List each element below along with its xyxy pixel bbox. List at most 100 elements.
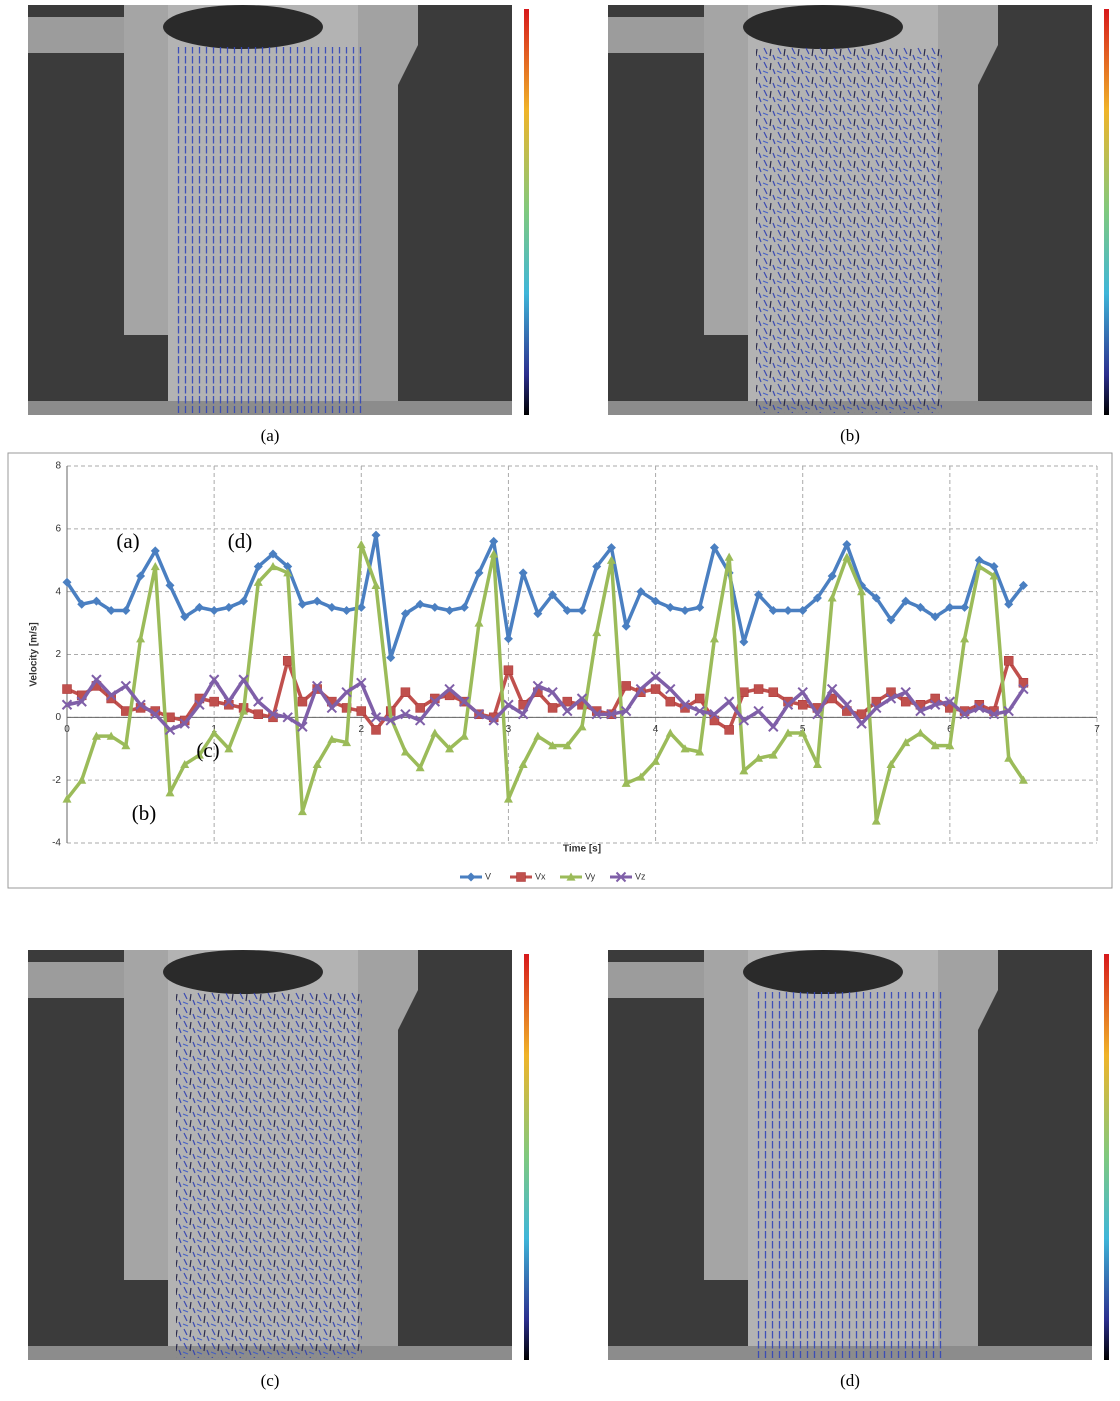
y-tick-label: 2: [55, 649, 61, 660]
piv-image: (c): [28, 950, 529, 1390]
x-tick-label: 3: [506, 724, 512, 735]
point: [680, 744, 690, 753]
point: [268, 562, 278, 571]
point: [518, 568, 528, 578]
color-bar: [1104, 9, 1109, 415]
point: [268, 549, 278, 559]
point: [739, 766, 749, 775]
point: [533, 731, 543, 740]
legend-label: Vz: [635, 871, 646, 881]
point: [150, 708, 161, 720]
point: [62, 684, 72, 694]
point: [739, 687, 749, 697]
point: [562, 606, 572, 616]
annotation: (c): [196, 738, 219, 762]
point: [371, 530, 381, 540]
point: [857, 587, 867, 596]
point: [503, 665, 514, 675]
piv-image: (b): [608, 5, 1109, 445]
point: [842, 552, 852, 561]
point: [1018, 678, 1029, 688]
point: [312, 759, 322, 769]
point: [283, 568, 293, 577]
point: [61, 699, 73, 710]
vortex: [163, 5, 323, 49]
point: [414, 715, 426, 726]
point: [1018, 775, 1028, 784]
point: [106, 606, 116, 616]
point: [297, 696, 308, 707]
vector-field: [756, 992, 942, 1358]
point: [651, 596, 661, 606]
point: [960, 602, 970, 612]
y-tick-label: -4: [52, 838, 61, 849]
point: [180, 759, 190, 769]
point: [400, 708, 411, 720]
point: [841, 699, 853, 710]
right-wall: [358, 950, 418, 1360]
point: [238, 674, 249, 685]
point: [1018, 580, 1028, 590]
point: [311, 680, 323, 692]
point: [473, 708, 485, 720]
point: [636, 587, 646, 597]
point: [724, 552, 734, 561]
point: [283, 562, 293, 572]
point: [341, 703, 352, 713]
point: [665, 602, 675, 612]
point: [782, 699, 794, 710]
point: [709, 708, 720, 720]
point: [459, 696, 470, 707]
right-wall: [938, 5, 998, 415]
point: [783, 606, 793, 616]
point: [62, 577, 72, 587]
point: [209, 696, 219, 707]
point: [915, 602, 925, 612]
point: [901, 737, 911, 747]
point: [1004, 753, 1014, 762]
vector-field: [176, 992, 362, 1358]
point: [754, 753, 764, 762]
point: [709, 634, 719, 643]
point: [694, 705, 705, 717]
point: [945, 602, 955, 612]
point: [548, 590, 558, 600]
point: [680, 606, 690, 616]
point: [856, 718, 867, 729]
point: [798, 728, 808, 737]
point: [518, 759, 528, 769]
point: [709, 543, 719, 553]
panel-caption: (a): [261, 426, 280, 445]
point: [165, 788, 175, 797]
point: [282, 656, 293, 666]
point: [694, 693, 705, 704]
point: [386, 653, 396, 663]
left-pillar: [124, 950, 176, 1280]
point: [768, 687, 779, 697]
point: [768, 721, 779, 732]
point: [356, 706, 367, 716]
vortex: [743, 5, 903, 49]
point: [974, 702, 985, 714]
point: [842, 540, 852, 550]
point: [812, 708, 823, 720]
point: [1003, 705, 1014, 717]
point: [930, 741, 940, 750]
point: [739, 637, 749, 647]
y-tick-label: 6: [55, 523, 61, 534]
point: [959, 708, 970, 720]
point: [723, 696, 735, 707]
point: [768, 606, 778, 616]
point: [960, 634, 970, 643]
point: [503, 699, 514, 710]
point: [150, 562, 160, 571]
point: [679, 699, 691, 710]
point: [621, 621, 631, 631]
point: [517, 708, 529, 720]
point: [532, 680, 544, 692]
x-tick-label: 6: [947, 724, 953, 735]
point: [945, 741, 955, 750]
point: [562, 705, 573, 717]
point: [915, 705, 926, 717]
